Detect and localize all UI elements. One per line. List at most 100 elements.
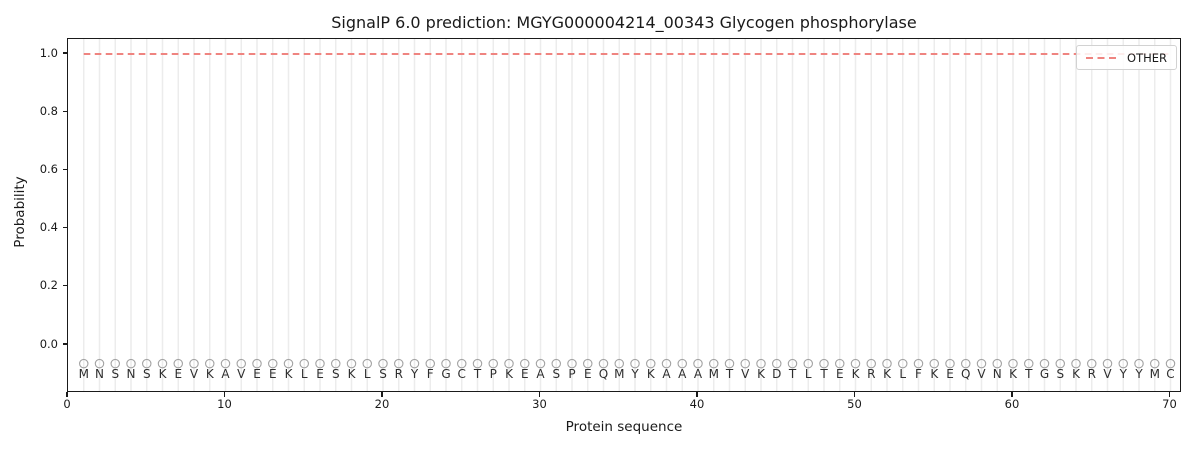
residue-letter: E — [583, 367, 592, 381]
residue-letter: S — [111, 367, 120, 381]
x-tick-mark — [66, 392, 68, 397]
residue-letter: M — [78, 367, 89, 381]
residue-marker — [819, 358, 829, 369]
residue-marker — [488, 358, 498, 369]
residue-letter: F — [915, 367, 922, 381]
residue-letter: Y — [1119, 367, 1127, 381]
residue-letter: Y — [410, 367, 419, 381]
residue-marker — [882, 358, 892, 369]
y-tick-label: 0.8 — [39, 103, 58, 118]
residue-letter: R — [1087, 367, 1096, 381]
y-tick-label: 1.0 — [39, 45, 58, 60]
residue-letter: G — [1039, 367, 1050, 381]
residue-marker — [220, 358, 231, 369]
residue-marker — [803, 358, 813, 369]
x-tick-mark — [381, 392, 383, 397]
residue-marker — [551, 358, 561, 369]
residue-marker — [409, 358, 420, 369]
y-tick-label: 0.4 — [39, 220, 58, 235]
residue-letter: K — [158, 367, 167, 381]
residue-marker — [850, 358, 861, 369]
residue-marker — [173, 358, 184, 369]
residue-letter: K — [757, 367, 765, 381]
legend-dashed-line-icon — [1086, 56, 1120, 59]
y-tick-mark — [62, 52, 67, 54]
y-tick-label: 0.2 — [39, 278, 58, 293]
residue-letter: E — [946, 367, 954, 381]
x-tick-mark — [1011, 392, 1013, 397]
residue-letter: V — [189, 367, 199, 381]
residue-marker — [142, 358, 152, 369]
residue-letter: K — [1072, 367, 1080, 381]
residue-letter: K — [205, 367, 214, 381]
x-tick-mark — [1168, 392, 1171, 397]
x-tick-label: 40 — [689, 397, 705, 411]
residue-letter: S — [379, 367, 387, 381]
residue-letter: Q — [598, 367, 609, 381]
residue-marker — [1118, 358, 1129, 369]
residue-marker — [630, 358, 640, 369]
residue-letter: N — [126, 367, 136, 381]
residue-marker — [598, 358, 609, 369]
x-tick-label: 60 — [1004, 397, 1020, 411]
residue-letter: A — [536, 367, 545, 381]
residue-letter: E — [835, 367, 844, 381]
residue-letter: A — [693, 367, 703, 381]
x-tick-label: 70 — [1162, 397, 1177, 411]
residue-marker — [283, 358, 294, 369]
residue-letter: K — [930, 367, 939, 381]
residue-letter: V — [741, 367, 750, 381]
residue-letter: T — [1025, 367, 1033, 381]
residue-marker — [315, 358, 325, 369]
residue-marker — [834, 358, 845, 369]
residue-letter: M — [708, 367, 719, 381]
residue-letter: K — [505, 367, 513, 381]
residue-letter: A — [662, 367, 671, 381]
y-axis-label: Probability — [12, 176, 28, 248]
residue-marker — [724, 358, 735, 369]
residue-marker — [582, 358, 593, 369]
residue-letter: E — [520, 367, 529, 381]
residue-letter: F — [426, 367, 434, 381]
x-axis-label: Protein sequence — [565, 419, 683, 435]
residue-marker — [205, 358, 215, 369]
x-tick-mark — [223, 392, 226, 397]
residue-marker — [677, 358, 687, 369]
y-tick-mark — [62, 227, 67, 229]
residue-marker — [425, 358, 435, 369]
residue-marker — [614, 358, 624, 369]
y-tick-mark — [62, 285, 67, 287]
residue-marker — [330, 358, 341, 369]
residue-marker — [866, 358, 876, 369]
residue-marker — [740, 358, 750, 369]
residue-marker — [472, 358, 483, 369]
residue-marker — [1023, 358, 1034, 369]
residue-letter: R — [394, 367, 403, 381]
residue-marker — [1150, 358, 1160, 369]
residue-marker — [1086, 358, 1097, 369]
residue-letter: P — [568, 367, 576, 381]
residue-letter: C — [1166, 367, 1175, 381]
residue-letter: E — [174, 367, 183, 381]
residue-marker — [960, 358, 971, 369]
x-tick-label: 20 — [374, 397, 390, 411]
residue-letter: R — [867, 367, 876, 381]
residue-marker — [693, 358, 703, 369]
chart-title: SignalP 6.0 prediction: MGYG000004214_00… — [331, 13, 917, 32]
residue-marker — [378, 358, 388, 369]
residue-letter: E — [268, 367, 277, 381]
residue-marker — [1071, 358, 1081, 369]
residue-letter: A — [678, 367, 687, 381]
residue-marker — [992, 358, 1002, 369]
residue-marker — [756, 358, 766, 369]
residue-letter: T — [725, 367, 734, 381]
residue-marker — [393, 358, 404, 369]
residue-letter: S — [552, 367, 561, 381]
residue-marker — [157, 358, 168, 369]
residue-marker — [771, 358, 782, 369]
x-tick-label: 30 — [532, 397, 547, 411]
residue-marker — [110, 358, 120, 369]
residue-letter: N — [95, 367, 104, 381]
residue-marker — [976, 358, 987, 369]
residue-letter: M — [614, 367, 625, 381]
